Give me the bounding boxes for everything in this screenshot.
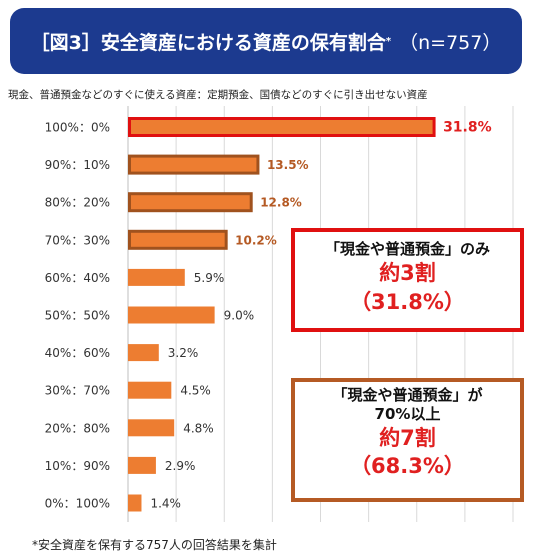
callout-cash-70-threshold: 70%以上 [374, 405, 441, 423]
data-label: 31.8% [443, 120, 492, 136]
category-label: 0%：100% [45, 497, 110, 511]
callout-cash-only: 「現金や普通預金」のみ 約3割 （31.8%） [291, 228, 524, 332]
category-label: 100%：0% [45, 121, 110, 135]
category-label: 10%：90% [45, 459, 110, 473]
category-label: 30%：70% [45, 384, 110, 398]
category-label: 40%：60% [45, 346, 110, 360]
category-label: 80%：20% [45, 196, 110, 210]
bar [128, 268, 185, 286]
chart-title: ［図3］安全資産における資産の保有割合 [30, 31, 386, 54]
bar [128, 229, 228, 250]
bar [128, 456, 156, 474]
category-label: 70%：30% [45, 233, 110, 247]
bar [128, 419, 175, 437]
category-label: 20%：80% [45, 421, 110, 435]
data-label: 13.5% [267, 158, 309, 172]
callout-cash-70-summary: 約7割 [379, 426, 436, 450]
callout-cash-70-plus: 「現金や普通預金」が 70%以上 約7割 （68.3%） [291, 378, 524, 502]
callout-cash-70-label: 「現金や普通預金」が [332, 386, 483, 404]
bar [128, 117, 436, 137]
bar [128, 494, 142, 512]
footnote: *安全資産を保有する757人の回答結果を集計 [32, 538, 277, 552]
title-footnote-mark: * [385, 35, 392, 47]
data-label: 9.0% [224, 309, 255, 323]
data-label: 5.9% [194, 271, 225, 285]
callout-cash-only-percent: （31.8%） [350, 290, 465, 314]
bar [128, 381, 172, 399]
data-label: 4.5% [180, 384, 211, 398]
category-label: 90%：10% [45, 158, 110, 172]
callout-cash-70-percent: （68.3%） [350, 454, 465, 478]
data-label: 2.9% [165, 459, 196, 473]
chart-subtitle: 現金、普通預金などのすぐに使える資産：定期預金、国債などのすぐに引き出せない資産 [8, 89, 428, 101]
bar [128, 344, 159, 362]
data-label: 1.4% [150, 497, 181, 511]
callout-cash-only-label: 「現金や普通預金」のみ [324, 240, 490, 258]
callout-cash-only-summary: 約3割 [379, 261, 436, 285]
bar [128, 154, 260, 175]
chart-title-banner: ［図3］安全資産における資産の保有割合 * （n=757） [10, 8, 522, 74]
category-label: 60%：40% [45, 271, 110, 285]
data-label: 4.8% [183, 421, 214, 435]
bar [128, 192, 253, 213]
category-label: 50%：50% [45, 309, 110, 323]
data-label: 12.8% [260, 196, 302, 210]
data-label: 3.2% [168, 346, 199, 360]
sample-size: （n=757） [399, 31, 502, 54]
bar [128, 306, 215, 324]
data-label: 10.2% [235, 233, 277, 247]
